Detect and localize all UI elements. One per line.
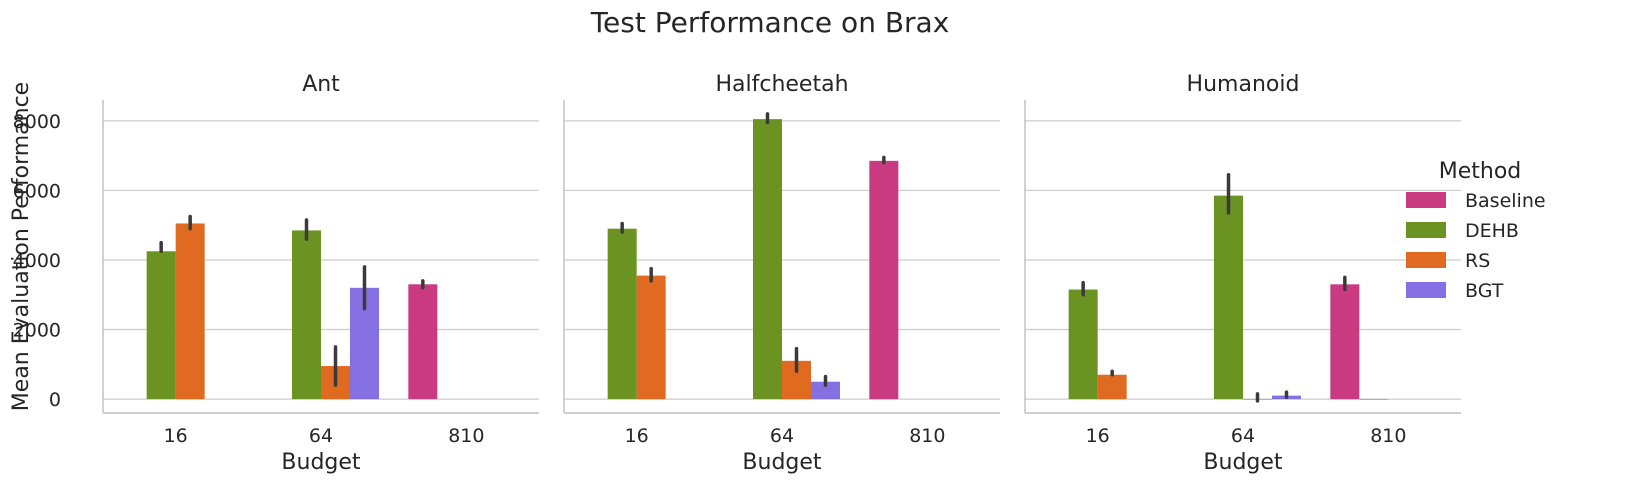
panel-humanoid: Humanoid 16 64 810 Budget xyxy=(1024,72,1461,475)
panel-title: Ant xyxy=(302,72,340,97)
x-tick-label: 64 xyxy=(1231,425,1255,447)
x-axis-label: Budget xyxy=(742,450,822,475)
legend-label: BGT xyxy=(1465,280,1504,302)
x-tick-label: 16 xyxy=(625,425,649,447)
bar-dehb-64 xyxy=(753,119,782,400)
bar-baseline-810 xyxy=(408,284,438,400)
bar-dehb-64 xyxy=(292,230,321,400)
x-tick-label: 16 xyxy=(164,425,188,447)
x-tick-label: 810 xyxy=(448,425,484,447)
bar-dehb-16 xyxy=(146,251,176,400)
x-tick-label: 64 xyxy=(309,425,333,447)
x-axis-label: Budget xyxy=(1203,450,1283,475)
y-tick-label: 6000 xyxy=(13,180,61,202)
y-tick-label: 4000 xyxy=(13,250,61,272)
x-tick-label: 64 xyxy=(770,425,794,447)
bar-baseline-810 xyxy=(1330,284,1360,400)
legend-title: Method xyxy=(1439,159,1522,184)
x-axis-label: Budget xyxy=(281,450,361,475)
x-tick-label: 810 xyxy=(1370,425,1406,447)
bar-rs-16 xyxy=(636,275,666,400)
panel-halfcheetah: Halfcheetah 16 64 810 Budget xyxy=(563,72,1000,475)
panel-title: Halfcheetah xyxy=(715,72,848,97)
bar-dehb-16 xyxy=(1068,289,1098,400)
bar-dehb-810 xyxy=(1359,399,1389,400)
y-tick-label: 8000 xyxy=(13,111,61,133)
bar-baseline-810 xyxy=(869,160,899,400)
y-tick-label: 2000 xyxy=(13,320,61,342)
bar-dehb-16 xyxy=(607,228,637,400)
panel-title: Humanoid xyxy=(1187,72,1300,97)
y-tick-label: 0 xyxy=(49,389,61,411)
x-tick-label: 810 xyxy=(909,425,945,447)
legend-swatch xyxy=(1406,222,1446,238)
chart-title: Test Performance on Brax xyxy=(590,6,950,39)
legend-swatch xyxy=(1406,282,1446,298)
bar-dehb-64 xyxy=(1214,195,1243,400)
legend-swatch xyxy=(1406,252,1446,268)
legend-label: DEHB xyxy=(1465,220,1519,242)
bar-rs-16 xyxy=(175,223,205,400)
legend-label: Baseline xyxy=(1465,190,1546,212)
chart-legend: Method Baseline DEHB RS BGT xyxy=(1406,159,1546,302)
legend-swatch xyxy=(1406,192,1446,208)
x-tick-label: 16 xyxy=(1086,425,1110,447)
y-axis-label: Mean Evaluation Performance xyxy=(9,82,34,411)
bar-rs-16 xyxy=(1097,374,1127,400)
bar-bgt-64 xyxy=(811,381,840,400)
legend-label: RS xyxy=(1465,250,1490,272)
